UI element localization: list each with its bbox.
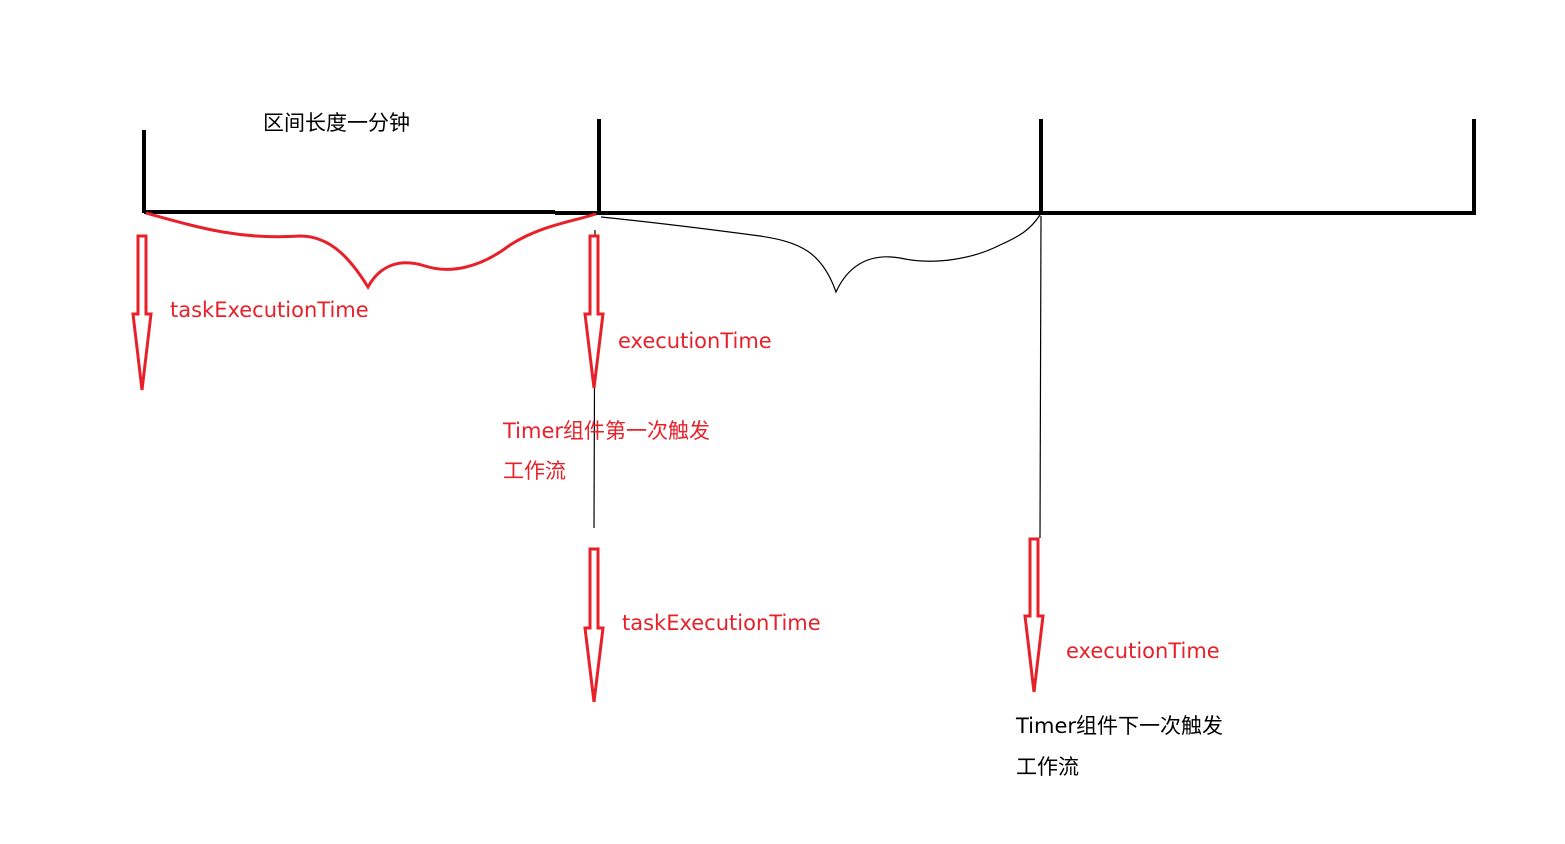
execution-time-label-2: executionTime [1066,639,1220,663]
task-execution-time-label-2: taskExecutionTime [622,611,821,635]
timer-next-trigger-label: Timer组件下一次触发 [1016,714,1224,738]
guide-line-2 [1039,215,1042,539]
timer-next-trigger-label-line2: 工作流 [1016,755,1079,779]
arrow-down-icon [583,547,605,703]
arrow-down-icon [1023,537,1045,693]
interval-brace-red [145,211,597,290]
task-execution-time-label: taskExecutionTime [170,298,369,322]
arrow-down-icon [131,234,153,391]
interval-ticks [142,119,1476,215]
timer-first-trigger-label-line2: 工作流 [503,459,566,483]
arrow-down-icon [583,234,605,389]
timer-first-trigger-label: Timer组件第一次触发 [503,419,711,443]
interval-length-label: 区间长度一分钟 [263,111,410,135]
timeline-axis [144,210,1476,215]
interval-brace-black [600,214,1041,294]
guide-lines [593,215,1042,539]
execution-time-label: executionTime [618,329,772,353]
down-arrows [131,234,1045,703]
